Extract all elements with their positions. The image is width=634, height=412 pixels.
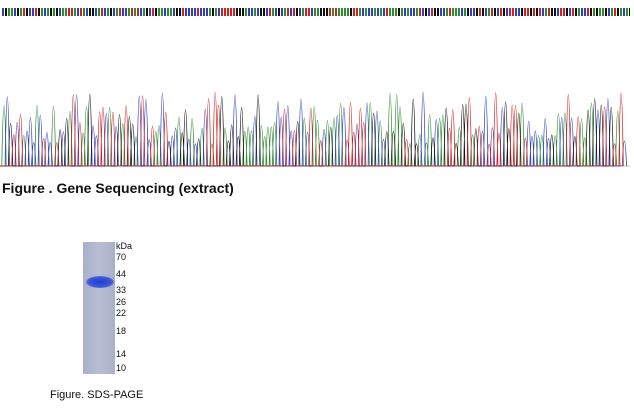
base-call-strip — [2, 8, 630, 16]
marker-label: 22 — [116, 308, 127, 318]
gel-lane — [83, 242, 115, 374]
marker-unit-label: kDa — [116, 241, 133, 251]
marker-label: 14 — [116, 349, 127, 359]
marker-label: 10 — [116, 363, 127, 373]
sequencing-chromatogram — [0, 8, 630, 167]
marker-label: 70 — [116, 252, 127, 262]
marker-label: 44 — [116, 269, 127, 279]
protein-band — [86, 276, 114, 288]
sds-page-gel: kDa 70 44 33 26 22 18 14 10 — [80, 238, 230, 378]
marker-label: 26 — [116, 297, 127, 307]
sequencing-figure-caption: Figure . Gene Sequencing (extract) — [2, 180, 234, 196]
sds-page-figure-caption: Figure. SDS-PAGE — [50, 389, 144, 401]
trace-G — [0, 93, 614, 167]
trace-C — [0, 91, 627, 167]
trace-T — [0, 92, 624, 167]
marker-label: 33 — [116, 285, 127, 295]
marker-label: 18 — [116, 326, 127, 336]
